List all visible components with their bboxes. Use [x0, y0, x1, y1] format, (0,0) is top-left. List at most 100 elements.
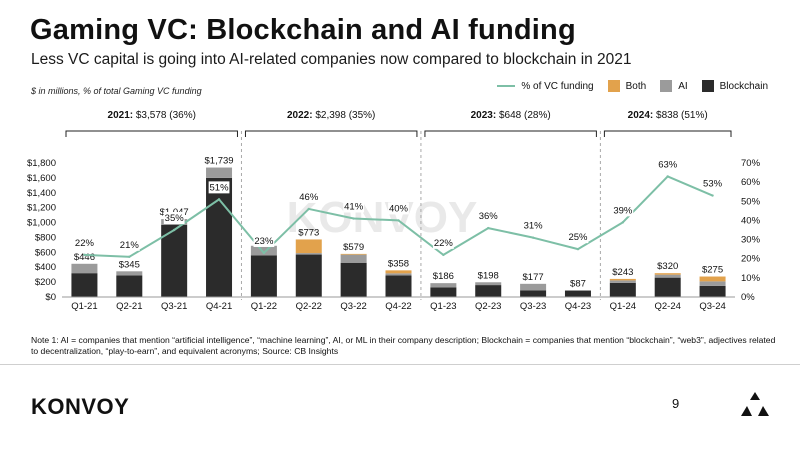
y-right-tick-label: 30% [741, 235, 761, 246]
bar-ai [699, 281, 726, 286]
x-tick-label: Q1-22 [251, 301, 277, 312]
page-subtitle: Less VC capital is going into AI-related… [31, 51, 632, 68]
bar-ai [71, 263, 98, 274]
bar-total-label: $243 [612, 267, 633, 278]
legend-swatch-blockchain [701, 80, 714, 92]
year-bracket [244, 130, 418, 137]
pct-point [576, 247, 580, 251]
pct-point [352, 217, 355, 220]
legend-label-blockchain: Blockchain [719, 80, 768, 92]
pct-point [531, 236, 535, 239]
y-left-tick-label: $400 [35, 262, 56, 273]
bar-blockchain [430, 287, 457, 297]
x-tick-label: Q4-22 [385, 301, 411, 312]
y-left-tick-label: $1,200 [27, 203, 56, 214]
pct-point [307, 207, 310, 211]
pct-label: 36% [479, 211, 499, 222]
y-right-tick-label: 10% [741, 273, 761, 284]
bar-blockchain [250, 255, 277, 297]
y-left-tick-label: $800 [35, 232, 56, 243]
y-left-tick-label: $1,600 [27, 173, 56, 184]
pct-point [442, 253, 445, 257]
footnote: Note 1: AI = companies that mention “art… [31, 335, 776, 356]
pct-label: 40% [389, 203, 409, 214]
x-tick-label: Q1-24 [610, 301, 636, 312]
bar-total-label: $177 [523, 272, 544, 283]
pct-label-bg [74, 236, 95, 249]
year-summary-label: 2024: $838 (51%) [628, 110, 708, 121]
x-tick-label: Q1-21 [71, 301, 97, 312]
x-tick-label: Q2-22 [296, 301, 322, 312]
page-title: Gaming VC: Blockchain and AI funding [30, 14, 576, 46]
footer-divider [0, 364, 800, 365]
bar-blockchain [71, 273, 98, 297]
pct-label: 53% [703, 179, 723, 190]
y-left-tick-label: $1,400 [27, 188, 56, 199]
x-tick-label: Q1-23 [430, 301, 456, 312]
bar-blockchain [520, 290, 547, 297]
pct-label-bg [208, 181, 230, 194]
pct-label: 31% [524, 221, 544, 232]
bar-total-label: $579 [343, 242, 364, 253]
bar-total-label: $773 [298, 227, 319, 238]
pct-label-bg [567, 231, 589, 244]
pct-label: 25% [568, 232, 588, 243]
year-summary-label: 2022: $2,398 (35%) [287, 110, 375, 121]
brand-logo-text: KONVOY [31, 394, 130, 419]
bar-total-label: $87 [570, 279, 586, 290]
pct-point [397, 219, 400, 222]
bar-total-label: $186 [433, 271, 454, 282]
pct-label: 22% [434, 238, 454, 249]
legend-item-pct: % of VC funding [497, 81, 594, 92]
bar-ai [520, 283, 547, 291]
legend-item-ai: AI [660, 80, 688, 92]
y-right-tick-label: 40% [741, 215, 761, 226]
pct-label-bg [253, 234, 275, 247]
pct-label-bg [343, 200, 365, 213]
bar-blockchain [340, 262, 367, 297]
konvoy-mark-icon [741, 392, 769, 416]
y-right-tick-label: 0% [741, 292, 755, 303]
bar-ai [206, 167, 233, 178]
bar-blockchain [475, 285, 502, 297]
legend-label-ai: AI [678, 80, 688, 92]
pct-label: 22% [75, 238, 95, 249]
bar-both [609, 278, 636, 281]
pct-label: 23% [254, 236, 274, 247]
x-tick-label: Q4-21 [206, 301, 232, 312]
pct-point [217, 198, 221, 201]
bar-blockchain [116, 275, 143, 297]
page-number: 9 [672, 396, 680, 411]
units-note: $ in millions, % of total Gaming VC fund… [31, 86, 202, 96]
bar-total-label: $198 [478, 270, 499, 281]
y-left-tick-label: $0 [45, 292, 56, 303]
year-bracket [603, 130, 732, 137]
legend-line-swatch [497, 85, 516, 87]
pct-label-bg [612, 204, 634, 217]
pct-label: 41% [344, 202, 364, 213]
legend-swatch-both [607, 80, 620, 92]
bar-both [385, 270, 412, 274]
pct-label-bg [388, 202, 409, 215]
pct-label: 63% [658, 159, 678, 170]
x-tick-label: Q2-23 [475, 301, 501, 312]
bar-blockchain [295, 254, 322, 297]
pct-point [262, 251, 266, 255]
x-tick-label: Q3-23 [520, 301, 546, 312]
year-bracket [424, 130, 597, 137]
x-tick-label: Q2-24 [654, 301, 680, 312]
pct-label-bg [163, 212, 185, 224]
bar-total-label: $345 [119, 259, 140, 270]
x-tick-label: Q3-21 [161, 301, 187, 312]
year-summary-label: 2023: $648 (28%) [471, 110, 551, 121]
pct-label: 39% [613, 205, 633, 216]
y-right-tick-label: 50% [741, 196, 761, 207]
legend-label-both: Both [625, 80, 647, 92]
y-right-tick-label: 70% [741, 158, 761, 169]
pct-label-bg [118, 238, 140, 251]
pct-point [128, 255, 131, 258]
x-tick-label: Q2-21 [116, 301, 142, 312]
legend-swatch-ai [660, 80, 673, 92]
bar-total-label: $320 [657, 261, 678, 272]
pct-point [621, 221, 625, 224]
